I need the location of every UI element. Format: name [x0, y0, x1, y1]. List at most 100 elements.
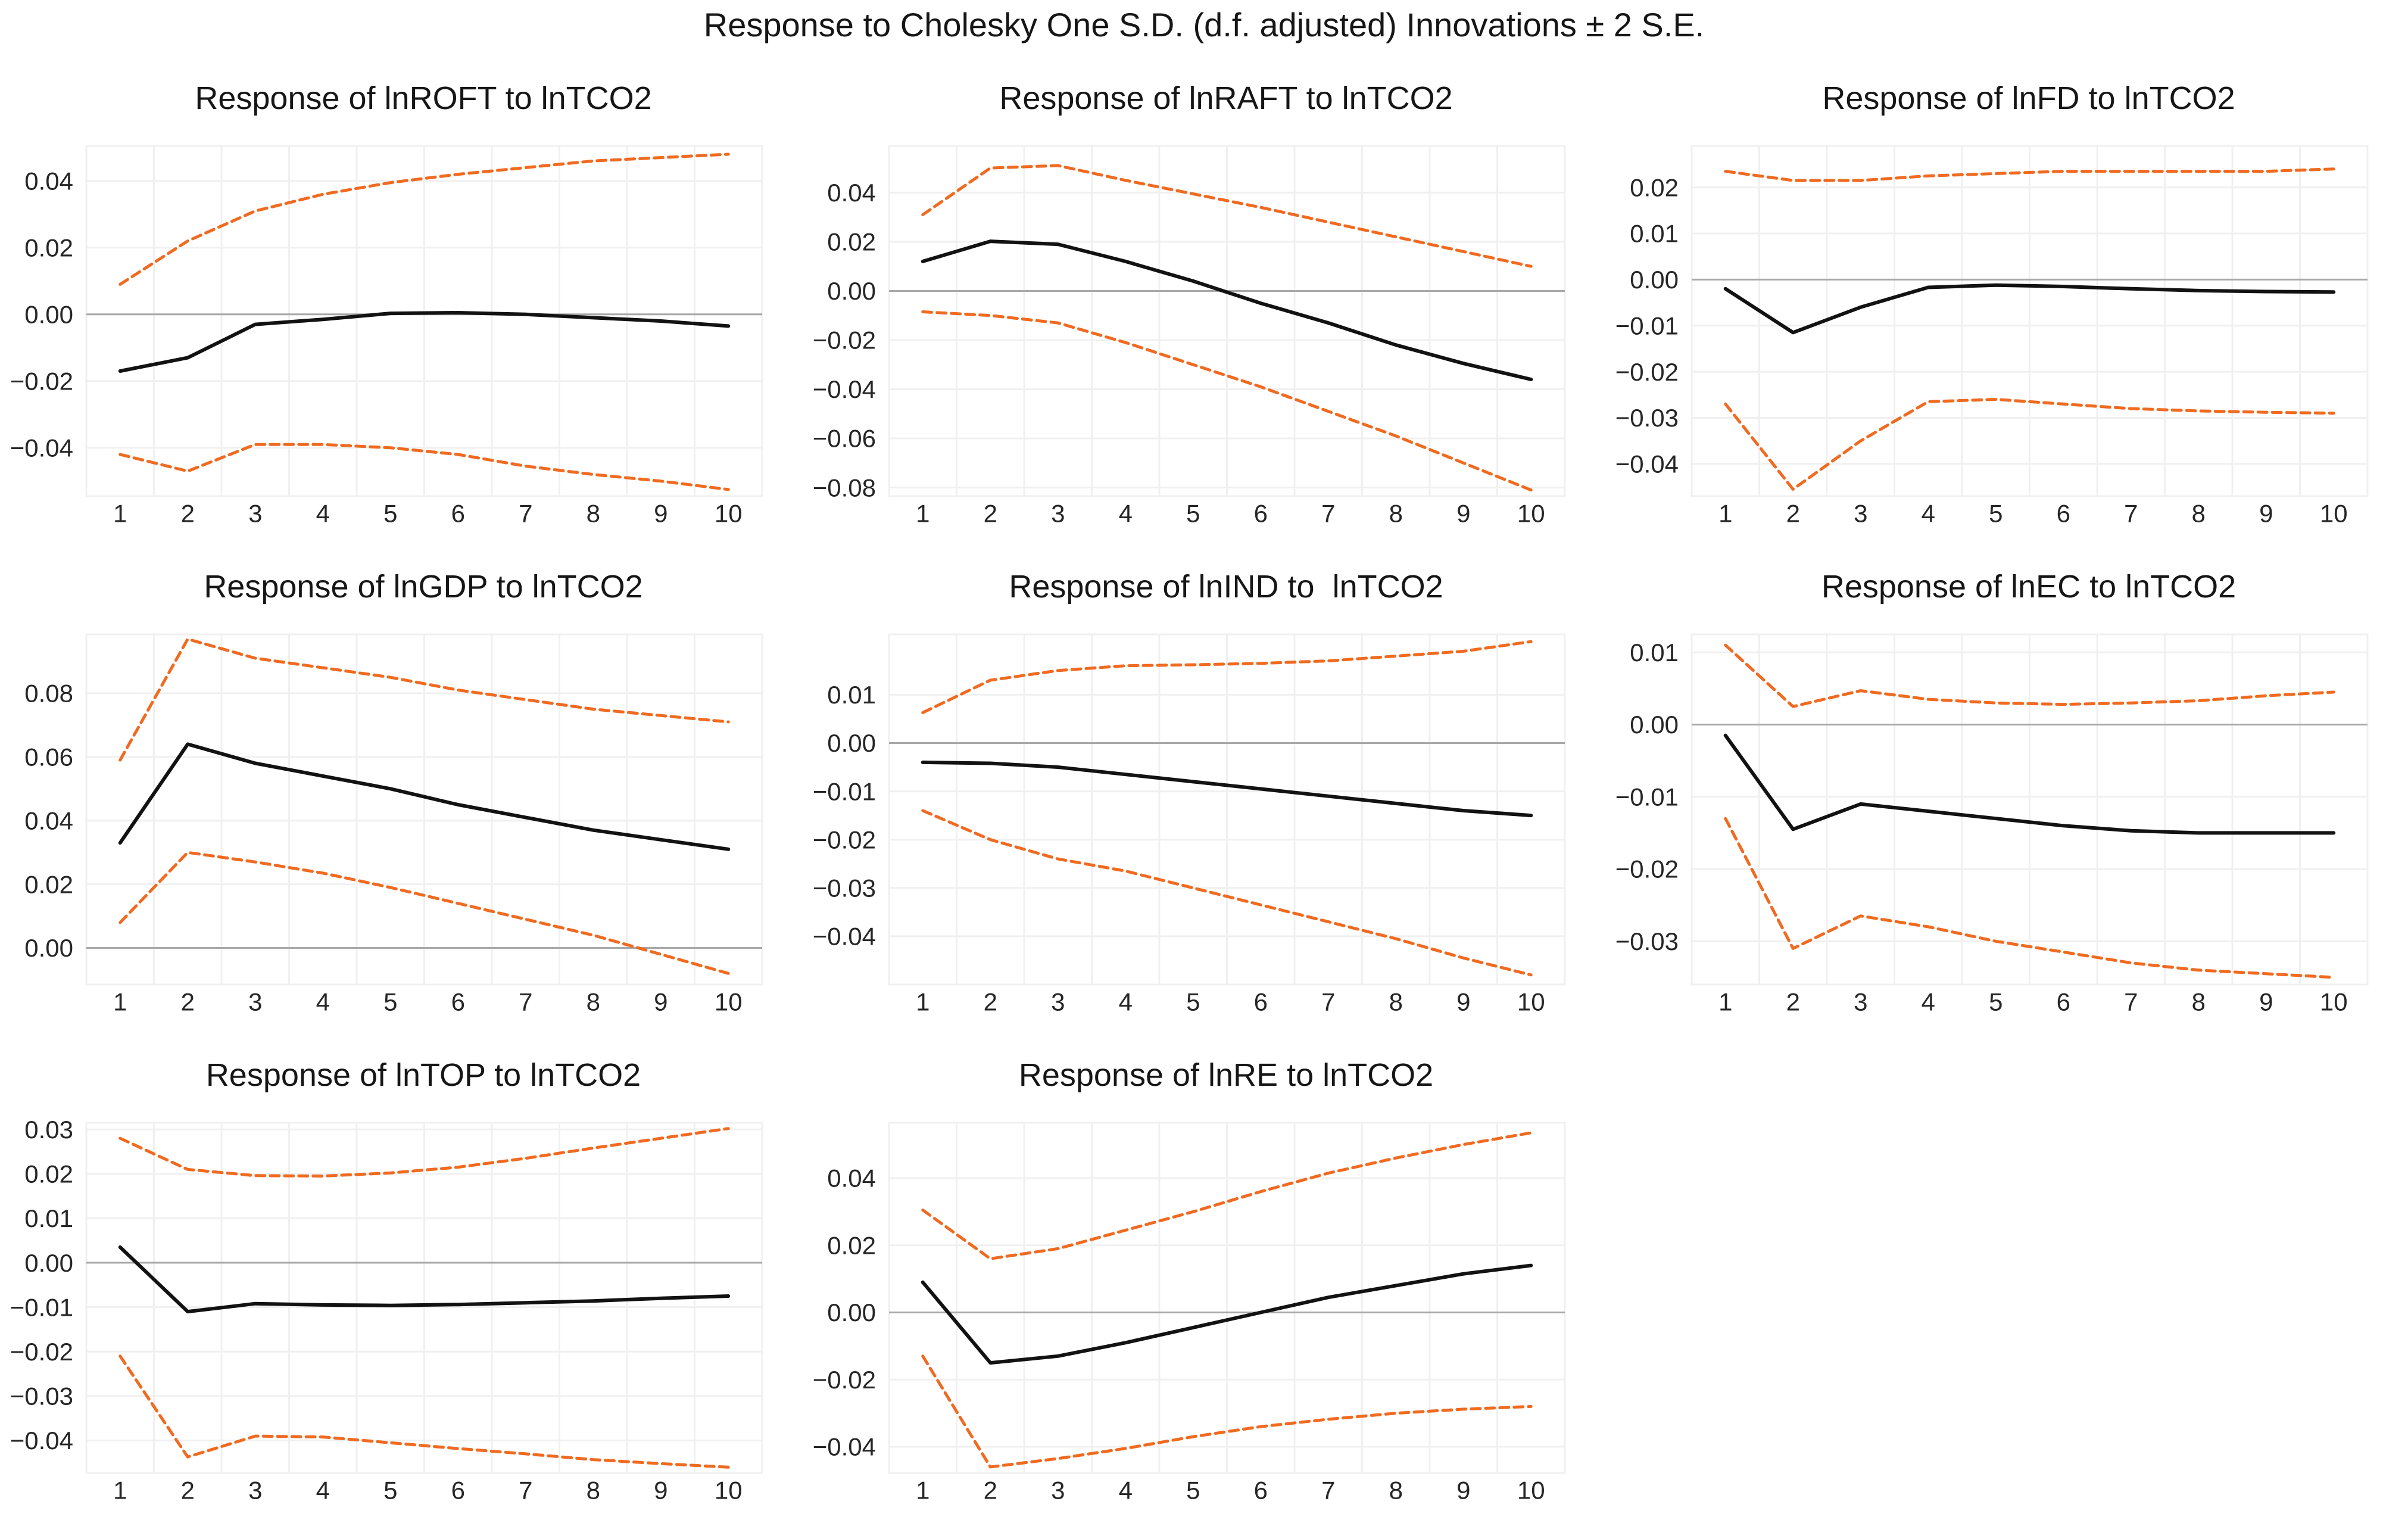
y-tick-label: 0.02	[1630, 173, 1679, 201]
x-tick-label: 5	[383, 988, 397, 1016]
y-tick-label: 0.04	[827, 1164, 876, 1192]
x-tick-label: 3	[1051, 988, 1065, 1016]
x-tick-label: 7	[1321, 988, 1335, 1016]
chart-plot-lntop: 0.03 0.02 0.01 0.00 −0.01 −0.02 −0.03 −0.04 1 2 3 4…	[10, 1116, 763, 1505]
chart-title: Response of lnEC to lnTCO2	[1821, 569, 2237, 605]
series-lower-2se-band	[118, 1354, 730, 1469]
series-upper-2se-band	[921, 640, 1533, 714]
x-tick-label: 10	[1517, 500, 1545, 528]
y-tick-label: −0.01	[1615, 783, 1679, 811]
y-tick-label: 0.04	[827, 179, 876, 207]
irf-chart-lnfd: Response of lnFD to lnTCO2 0.02 0.01 0.00 −…	[1605, 57, 2408, 545]
x-tick-label: 7	[519, 500, 532, 528]
y-tick-label: 0.01	[827, 681, 876, 709]
x-tick-label: 3	[1051, 1477, 1065, 1505]
series-lower-2se-band	[921, 1354, 1533, 1469]
x-tick-label: 9	[654, 988, 667, 1016]
x-tick-label: 9	[2259, 988, 2273, 1016]
x-tick-label: 2	[984, 500, 997, 528]
x-tick-label: 7	[519, 1477, 532, 1505]
series-upper-2se-band	[118, 637, 730, 762]
x-tick-label: 2	[1786, 500, 1800, 528]
chart-title: Response of lnIND to lnTCO2	[1009, 569, 1443, 605]
chart-plot-lnroft: 0.04 0.02 0.00 −0.02 −0.04 1 2 3 4 5 6 7 8 9 10	[10, 145, 763, 528]
x-tick-label: 10	[715, 500, 743, 528]
x-tick-label: 4	[1119, 500, 1133, 528]
y-tick-label: −0.04	[813, 923, 876, 951]
x-tick-label: 7	[2124, 500, 2138, 528]
x-tick-label: 1	[916, 988, 929, 1016]
irf-chart-lnraft: Response of lnRAFT to lnTCO2 0.04 0.02 0.0…	[803, 57, 1605, 545]
x-tick-label: 2	[181, 988, 195, 1016]
x-tick-label: 3	[1051, 500, 1065, 528]
y-tick-label: 0.04	[24, 806, 73, 834]
x-tick-label: 4	[316, 1477, 330, 1505]
x-tick-label: 9	[1456, 1477, 1470, 1505]
y-tick-label: 0.03	[24, 1116, 73, 1144]
irf-chart-lnind: Response of lnIND to lnTCO2 0.01 0.00 −0.0…	[803, 545, 1605, 1033]
x-tick-label: 1	[916, 500, 929, 528]
irf-chart-lnre: Response of lnRE to lnTCO2 0.04 0.02 0.00 −…	[803, 1033, 1605, 1522]
y-tick-label: −0.02	[10, 1338, 73, 1366]
y-tick-label: 0.08	[24, 680, 73, 708]
chart-title: Response of lnTOP to lnTCO2	[205, 1057, 641, 1093]
series-upper-2se-band	[1724, 643, 2335, 708]
series-upper-2se-band	[921, 1131, 1533, 1260]
chart-title: Response of lnRAFT to lnTCO2	[999, 80, 1453, 116]
y-tick-label: 0.00	[24, 1249, 73, 1277]
x-tick-label: 1	[113, 988, 127, 1016]
x-tick-label: 4	[1922, 988, 1935, 1016]
y-tick-label: −0.02	[813, 1366, 876, 1394]
series-response	[118, 742, 731, 851]
y-tick-label: 0.00	[1630, 266, 1679, 294]
irf-chart-lnroft: Response of lnROFT to lnTCO2 0.04 0.02 0.0…	[0, 57, 803, 545]
y-tick-label: 0.00	[24, 934, 73, 962]
x-tick-label: 1	[1718, 988, 1732, 1016]
x-tick-label: 10	[715, 988, 743, 1016]
chart-plot-lngdp: 0.08 0.06 0.04 0.02 0.00 1 2 3 4 5 6 7 8 9 10	[24, 633, 763, 1016]
x-tick-label: 10	[1517, 1477, 1545, 1505]
y-tick-label: −0.01	[10, 1293, 73, 1321]
y-tick-label: 0.00	[1630, 711, 1679, 739]
x-tick-label: 8	[587, 500, 600, 528]
x-tick-label: 1	[1718, 500, 1732, 528]
x-tick-label: 7	[1321, 1477, 1335, 1505]
x-tick-label: 10	[715, 1477, 743, 1505]
chart-plot-lnec: 0.01 0.00 −0.01 −0.02 −0.03 1 2 3 4 5 6 7 8 9 10	[1615, 633, 2369, 1016]
x-tick-label: 9	[1456, 988, 1470, 1016]
series-lower-2se-band	[118, 851, 730, 975]
y-tick-label: 0.00	[827, 277, 876, 305]
x-tick-label: 8	[587, 988, 600, 1016]
y-tick-label: −0.03	[10, 1382, 73, 1410]
x-tick-label: 1	[113, 500, 127, 528]
x-tick-label: 9	[1456, 500, 1470, 528]
y-tick-label: 0.00	[827, 729, 876, 757]
x-tick-label: 1	[916, 1477, 929, 1505]
y-tick-label: −0.02	[1615, 855, 1679, 883]
series-upper-2se-band	[921, 164, 1533, 268]
x-tick-label: 6	[451, 500, 465, 528]
y-tick-label: −0.02	[10, 367, 73, 395]
x-tick-label: 4	[1922, 500, 1935, 528]
y-tick-label: 0.02	[827, 1231, 876, 1259]
chart-title: Response of lnROFT to lnTCO2	[195, 80, 652, 116]
x-tick-label: 6	[451, 1477, 465, 1505]
x-tick-label: 9	[654, 500, 667, 528]
series-upper-2se-band	[118, 152, 730, 286]
x-tick-label: 7	[519, 988, 532, 1016]
y-tick-label: 0.00	[827, 1298, 876, 1326]
y-tick-label: −0.06	[813, 425, 876, 453]
x-tick-label: 3	[1854, 500, 1867, 528]
x-tick-label: 9	[654, 1477, 667, 1505]
y-tick-label: −0.02	[813, 826, 876, 854]
y-tick-label: 0.02	[827, 228, 876, 256]
x-tick-label: 5	[1186, 988, 1200, 1016]
x-tick-label: 4	[316, 988, 330, 1016]
x-tick-label: 6	[1254, 1477, 1268, 1505]
y-tick-label: 0.01	[1630, 639, 1679, 666]
x-tick-label: 2	[984, 988, 997, 1016]
series-lower-2se-band	[921, 310, 1533, 492]
x-tick-label: 10	[2320, 988, 2348, 1016]
x-tick-label: 6	[451, 988, 465, 1016]
